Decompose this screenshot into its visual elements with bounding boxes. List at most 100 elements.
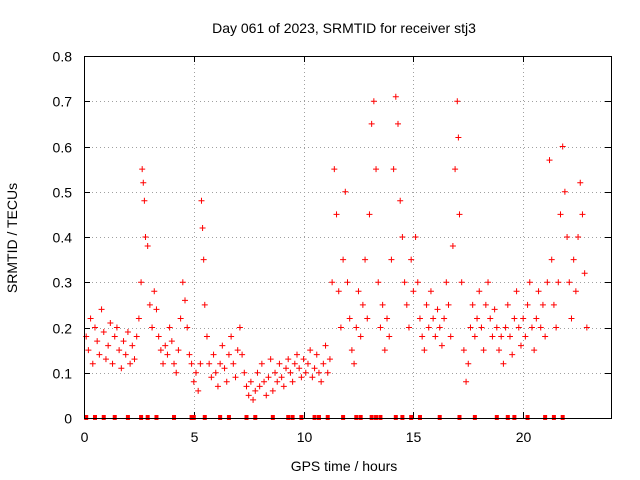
data-point xyxy=(414,279,421,286)
data-point xyxy=(192,369,199,376)
data-point xyxy=(261,378,268,385)
data-point-zero xyxy=(457,415,462,420)
data-point xyxy=(403,301,410,308)
data-point xyxy=(331,166,338,173)
data-point xyxy=(326,356,333,363)
data-point xyxy=(522,333,529,340)
data-point-zero xyxy=(202,415,207,420)
data-point xyxy=(324,369,331,376)
data-point-zero xyxy=(374,415,379,420)
data-point-zero xyxy=(286,415,291,420)
data-point xyxy=(278,374,285,381)
data-point xyxy=(127,360,134,367)
data-point xyxy=(333,211,340,218)
data-point xyxy=(557,211,564,218)
data-point xyxy=(300,356,307,363)
data-point xyxy=(250,396,257,403)
data-point xyxy=(124,329,131,336)
data-point xyxy=(142,234,149,240)
data-point-zero xyxy=(354,415,359,420)
data-point xyxy=(144,243,151,250)
data-point xyxy=(390,166,397,173)
data-point xyxy=(395,120,402,127)
data-point-zero xyxy=(299,415,304,420)
data-point xyxy=(500,360,507,367)
data-point xyxy=(289,378,296,385)
data-point xyxy=(583,324,590,331)
data-point-zero xyxy=(226,415,231,420)
data-point xyxy=(217,360,224,367)
data-point xyxy=(280,383,287,390)
data-point xyxy=(232,374,239,381)
data-point xyxy=(441,315,448,322)
data-point xyxy=(269,387,276,394)
data-point xyxy=(109,360,116,367)
data-point xyxy=(496,347,503,354)
data-point xyxy=(581,270,588,277)
data-point xyxy=(267,356,274,363)
data-point xyxy=(513,288,520,295)
data-point xyxy=(107,319,114,326)
data-point xyxy=(313,351,320,358)
data-point xyxy=(138,279,145,286)
data-point xyxy=(392,93,399,100)
data-point xyxy=(263,392,270,399)
data-point xyxy=(198,197,205,204)
y-tick-label: 0.2 xyxy=(53,321,73,337)
data-point xyxy=(375,279,382,286)
data-point xyxy=(362,256,369,263)
data-point xyxy=(155,333,162,340)
data-point xyxy=(432,333,439,340)
data-point xyxy=(256,383,263,390)
x-tick-label: 10 xyxy=(297,429,313,445)
data-point-zero xyxy=(312,415,317,420)
data-point-zero xyxy=(218,415,223,420)
data-point xyxy=(335,288,342,295)
data-point xyxy=(245,392,252,399)
data-point xyxy=(357,333,364,340)
data-point-zero xyxy=(543,415,548,420)
data-point xyxy=(579,211,586,218)
data-point-zero xyxy=(378,415,383,420)
data-point xyxy=(515,324,522,331)
data-point xyxy=(241,369,248,376)
data-point xyxy=(186,351,193,358)
data-point-zero xyxy=(417,415,422,420)
data-point xyxy=(463,378,470,385)
data-point xyxy=(309,374,316,381)
data-point xyxy=(131,356,138,363)
data-point-zero xyxy=(512,415,517,420)
data-point xyxy=(230,360,237,367)
data-point xyxy=(337,324,344,331)
data-point xyxy=(524,301,531,308)
data-point xyxy=(537,324,544,331)
data-point xyxy=(296,365,303,372)
data-point xyxy=(388,256,395,263)
data-point xyxy=(100,329,107,336)
data-point-zero xyxy=(125,415,130,420)
data-point xyxy=(168,338,175,345)
data-point-zero xyxy=(472,415,477,420)
data-point xyxy=(504,301,511,308)
data-point xyxy=(160,360,167,367)
data-point-zero xyxy=(369,415,374,420)
data-point xyxy=(353,324,360,331)
data-point xyxy=(373,166,380,173)
y-tick-label: 0.7 xyxy=(53,94,73,110)
data-point xyxy=(386,333,393,340)
data-point xyxy=(489,333,496,340)
data-point xyxy=(140,179,147,186)
data-point xyxy=(98,306,105,313)
data-point xyxy=(258,360,265,367)
data-point xyxy=(539,301,546,308)
data-point xyxy=(419,333,426,340)
data-point xyxy=(340,256,347,263)
data-point xyxy=(94,338,101,345)
data-point xyxy=(149,324,156,331)
data-point xyxy=(175,347,182,354)
data-point-zero xyxy=(154,415,159,420)
data-point xyxy=(379,301,386,308)
data-point xyxy=(458,279,465,286)
